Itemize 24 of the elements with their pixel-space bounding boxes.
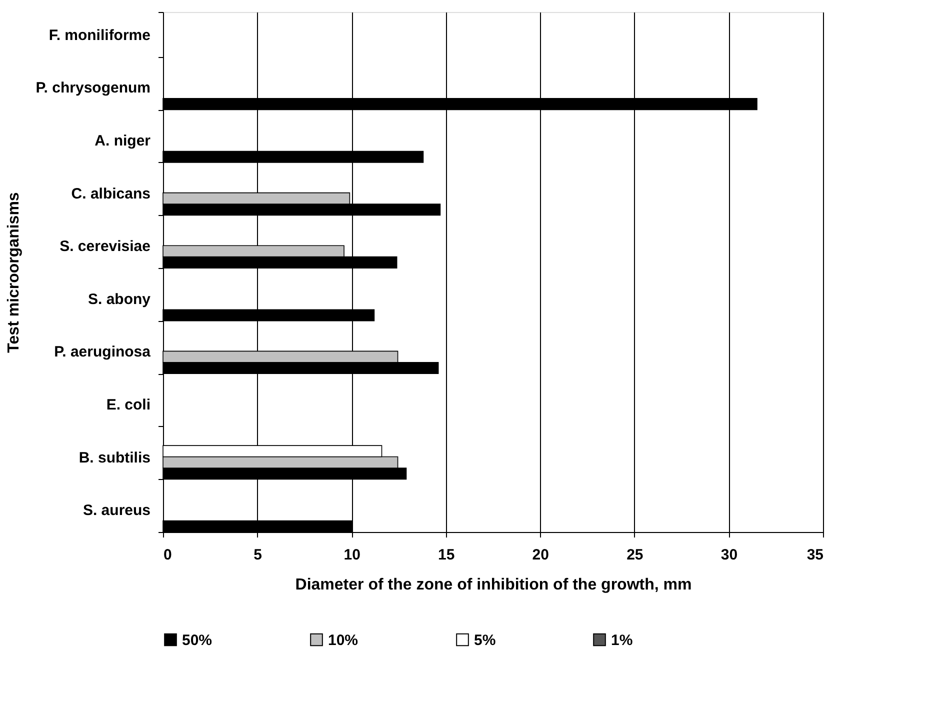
x-tick-label: 0 — [164, 546, 172, 564]
y-tick-label: P. aeruginosa — [54, 344, 152, 361]
x-tick-label: 20 — [532, 546, 549, 564]
x-axis-title: Diameter of the zone of inhibition of the growth, mm — [295, 576, 692, 594]
legend-label: 50% — [182, 632, 212, 649]
y-tick-label: P. chrysogenum — [36, 80, 150, 97]
x-tick-label: 15 — [438, 546, 455, 564]
x-tick-label: 35 — [806, 546, 824, 564]
y-axis-title: Test microorganisms — [6, 192, 23, 353]
y-tick-label: F. moniliforme — [48, 26, 150, 44]
legend-label: 10% — [328, 632, 358, 649]
x-tick-label: 30 — [720, 546, 738, 564]
legend-label: 1% — [611, 632, 633, 649]
y-tick-label: S. cerevisiae — [60, 238, 150, 256]
y-tick-label: E. coli — [106, 396, 150, 414]
y-tick-label: A. niger — [94, 132, 151, 150]
x-tick-label: 10 — [344, 546, 360, 564]
x-tick-label: 25 — [626, 546, 644, 564]
y-tick-label: C. albicans — [71, 185, 150, 202]
y-tick-label: B. subtilis — [78, 449, 150, 466]
y-tick-label: S. aureus — [82, 502, 150, 520]
y-tick-label: S. abony — [88, 290, 152, 308]
legend-label: 5% — [474, 632, 496, 649]
x-tick-label: 5 — [254, 546, 262, 564]
